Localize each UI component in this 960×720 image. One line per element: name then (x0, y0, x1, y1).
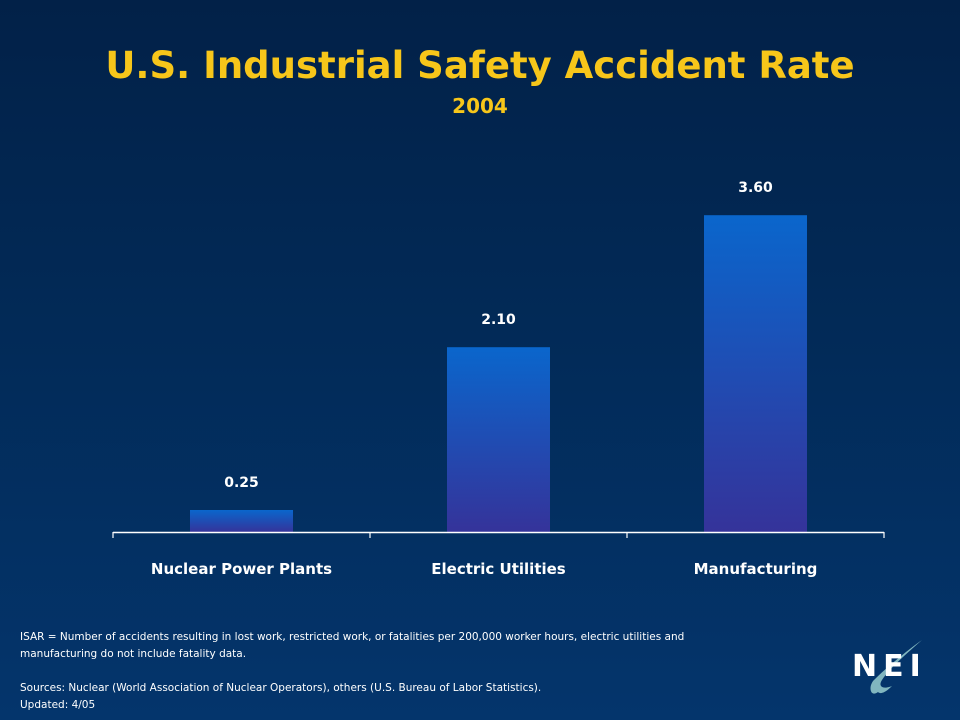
x-tick-label: Electric Utilities (431, 560, 566, 578)
data-label: 0.25 (224, 475, 259, 491)
bar-2 (704, 215, 807, 532)
updated-footnote: Updated: 4/05 (20, 699, 96, 711)
data-label: 3.60 (738, 180, 773, 196)
bars-group (190, 215, 807, 532)
nei-logo-icon: NEI (852, 640, 927, 694)
data-label: 2.10 (481, 312, 516, 328)
x-tick-label: Nuclear Power Plants (151, 560, 332, 578)
labels-group: 0.25 Nuclear Power Plants 2.10 Electric Uti… (151, 180, 817, 578)
x-axis (112, 531, 885, 538)
chart-subtitle: 2004 (452, 94, 508, 118)
sources-footnote: Sources: Nuclear (World Association of N… (20, 682, 542, 694)
chart-title: U.S. Industrial Safety Accident Rate (105, 44, 855, 87)
definition-footnote: ISAR = Number of accidents resulting in … (20, 631, 685, 660)
logo-text: NEI (852, 649, 927, 684)
x-tick-label: Manufacturing (694, 560, 818, 578)
bar-1 (447, 347, 550, 532)
bar-chart: 0.25 Nuclear Power Plants 2.10 Electric Uti… (112, 180, 885, 578)
bar-0 (190, 510, 293, 532)
